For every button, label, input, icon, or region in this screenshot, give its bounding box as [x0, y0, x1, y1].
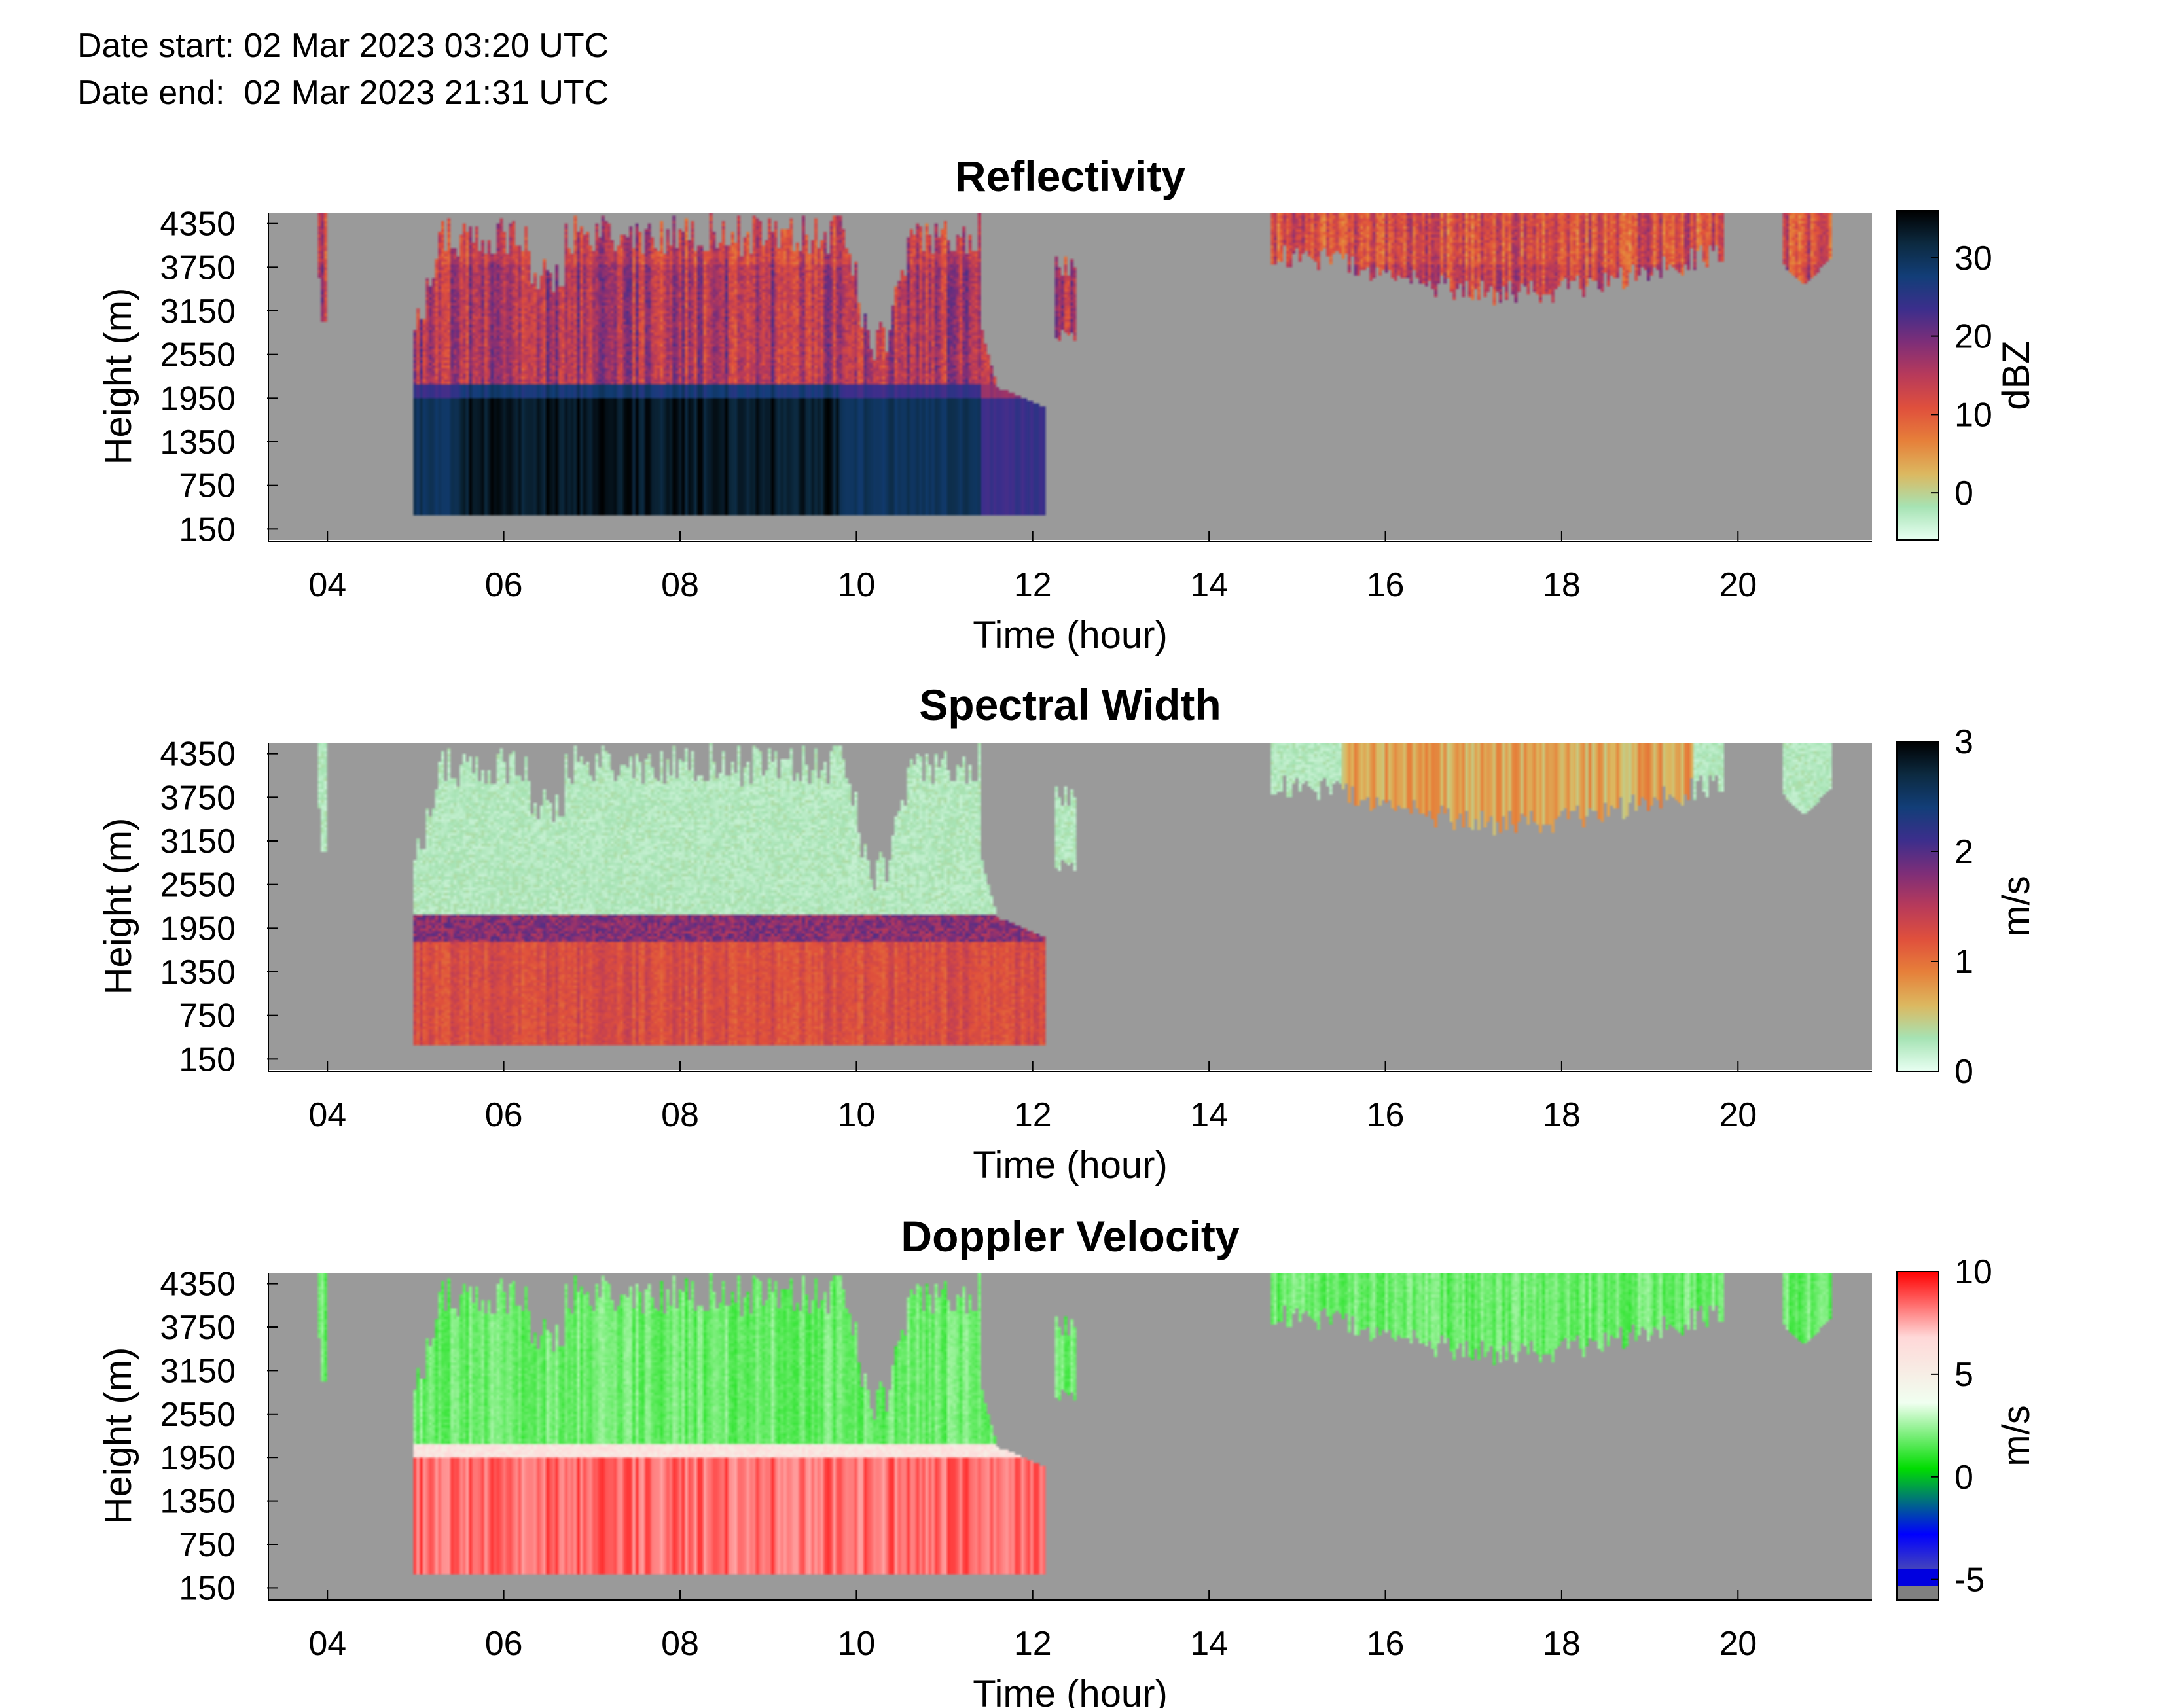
x-tick-label: 10	[837, 566, 875, 604]
heatmap-image	[268, 213, 1872, 540]
panel-velocity: Doppler Velocity 04 06 08 10 12 14 16 18 20 Time (…	[97, 1212, 2038, 1708]
heatmap-image	[268, 743, 1872, 1070]
x-tick-label: 16	[1367, 1096, 1405, 1134]
colorbar-missing-band	[1897, 1586, 1939, 1600]
x-tick-label: 18	[1543, 1096, 1581, 1134]
y-tick-label: 1350	[160, 953, 236, 991]
colorbar-tick-label: 1	[1954, 943, 1973, 981]
x-tick-label: 14	[1190, 1096, 1228, 1134]
y-tick-label: 1950	[160, 910, 236, 948]
x-tick-label: 04	[308, 1625, 346, 1663]
colorbar-gradient	[1896, 741, 1939, 1072]
colorbar-tick-label: 30	[1954, 240, 1992, 277]
y-tick-label: 1350	[160, 1483, 236, 1521]
x-tick-label: 08	[661, 566, 699, 604]
x-axis-label: Time (hour)	[973, 1673, 1168, 1708]
x-axis-label: Time (hour)	[973, 614, 1168, 656]
colorbar-label: dBZ	[1995, 340, 2038, 410]
colorbar-tick-label: 10	[1954, 1253, 1992, 1291]
y-tick-label: 1350	[160, 423, 236, 461]
y-tick-label: 750	[179, 1526, 236, 1564]
x-tick-label: 14	[1190, 566, 1228, 604]
colorbar-tick-label: -5	[1954, 1561, 1985, 1599]
colorbar: 0 10 20 30 dBZ	[1896, 210, 2038, 541]
colorbar-tick-label: 5	[1954, 1356, 1973, 1394]
y-tick-label: 150	[179, 1041, 236, 1078]
colorbar: -5 0 5 10 m/s	[1896, 1253, 2038, 1601]
y-tick-label: 2550	[160, 336, 236, 374]
x-tick-label: 12	[1014, 566, 1052, 604]
panel-title: Reflectivity	[955, 152, 1185, 200]
y-tick-label: 1950	[160, 1439, 236, 1477]
y-tick-label: 3750	[160, 249, 236, 287]
y-tick-label: 3150	[160, 1352, 236, 1390]
x-tick-label: 10	[837, 1096, 875, 1134]
y-tick-label: 3750	[160, 779, 236, 817]
x-tick-label: 12	[1014, 1625, 1052, 1663]
heatmap-image	[268, 1273, 1872, 1599]
y-tick-label: 2550	[160, 866, 236, 904]
colorbar-tick-label: 2	[1954, 833, 1973, 871]
x-tick-label: 04	[308, 1096, 346, 1134]
colorbar-tick-label: 3	[1954, 723, 1973, 761]
y-axis-label: Height (m)	[97, 1347, 139, 1525]
y-tick-label: 150	[179, 1569, 236, 1607]
x-tick-label: 12	[1014, 1096, 1052, 1134]
date-start-text: Date start: 02 Mar 2023 03:20 UTC	[77, 27, 609, 65]
y-tick-label: 3750	[160, 1309, 236, 1347]
y-tick-label: 2550	[160, 1396, 236, 1434]
colorbar-gradient	[1896, 1271, 1939, 1601]
colorbar-tick-label: 0	[1954, 1053, 1973, 1091]
x-tick-label: 08	[661, 1096, 699, 1134]
colorbar-tick-label: 20	[1954, 318, 1992, 356]
y-tick-label: 3150	[160, 293, 236, 330]
x-tick-label: 18	[1543, 566, 1581, 604]
colorbar-tick-label: 10	[1954, 396, 1992, 434]
y-tick-label: 750	[179, 467, 236, 505]
date-end-text: Date end: 02 Mar 2023 21:31 UTC	[77, 74, 609, 112]
colorbar-label: m/s	[1995, 1405, 2038, 1466]
colorbar-gradient	[1896, 210, 1939, 541]
colorbar-tick-label: 0	[1954, 474, 1973, 512]
y-tick-label: 3150	[160, 823, 236, 861]
colorbar: 0 1 2 3 m/s	[1896, 723, 2038, 1091]
colorbar-label: m/s	[1995, 876, 2038, 936]
panel-title: Doppler Velocity	[901, 1212, 1239, 1260]
colorbar-negative-band	[1897, 1569, 1939, 1586]
y-axis-label: Height (m)	[97, 818, 139, 995]
colorbar-frame	[1896, 1271, 1939, 1601]
x-tick-label: 14	[1190, 1625, 1228, 1663]
y-tick-label: 1950	[160, 380, 236, 418]
x-axis-label: Time (hour)	[973, 1144, 1168, 1186]
x-tick-label: 16	[1367, 1625, 1405, 1663]
x-tick-label: 20	[1719, 566, 1757, 604]
x-tick-label: 06	[485, 1625, 523, 1663]
x-tick-label: 08	[661, 1625, 699, 1663]
x-tick-label: 06	[485, 1096, 523, 1134]
x-tick-label: 06	[485, 566, 523, 604]
y-tick-label: 750	[179, 997, 236, 1035]
colorbar-tick-label: 0	[1954, 1459, 1973, 1497]
x-tick-label: 10	[837, 1625, 875, 1663]
y-tick-label: 4350	[160, 736, 236, 774]
y-axis-label: Height (m)	[97, 288, 139, 465]
x-tick-label: 16	[1367, 566, 1405, 604]
x-tick-label: 18	[1543, 1625, 1581, 1663]
panel-title: Spectral Width	[919, 681, 1221, 729]
x-tick-label: 20	[1719, 1096, 1757, 1134]
y-tick-label: 4350	[160, 1266, 236, 1304]
x-tick-label: 04	[308, 566, 346, 604]
panel-reflectivity: Reflectivity 04 06 08 10 12 14 16 18 20 Time (hour…	[97, 152, 2038, 656]
y-tick-label: 150	[179, 510, 236, 548]
x-tick-label: 20	[1719, 1625, 1757, 1663]
y-tick-label: 4350	[160, 205, 236, 243]
